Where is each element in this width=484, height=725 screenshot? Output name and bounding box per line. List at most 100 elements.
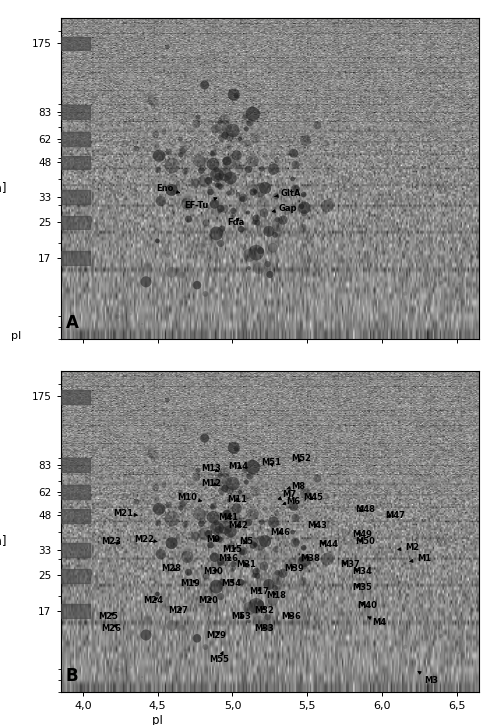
Text: M38: M38	[301, 554, 320, 563]
Point	[278, 502, 286, 514]
Point	[209, 158, 217, 170]
Point	[265, 579, 272, 590]
Point	[226, 494, 233, 506]
Point	[252, 600, 260, 612]
Point	[152, 482, 160, 494]
Point	[457, 380, 465, 392]
Point	[214, 179, 222, 191]
Point	[212, 581, 220, 592]
Point	[186, 111, 194, 123]
Point	[217, 534, 225, 546]
Point	[397, 488, 405, 500]
Point	[269, 595, 277, 607]
Point	[220, 496, 228, 507]
Point	[233, 31, 241, 43]
Point	[241, 136, 248, 147]
Point	[232, 90, 240, 102]
Point	[226, 141, 233, 153]
Point	[255, 616, 263, 627]
Point	[226, 510, 233, 522]
Point	[252, 132, 259, 144]
Point	[252, 566, 260, 577]
Point	[257, 598, 264, 610]
Point	[234, 542, 242, 553]
Point	[282, 207, 290, 219]
Point	[210, 500, 217, 512]
Point	[261, 182, 269, 194]
Point	[230, 442, 238, 454]
Point	[229, 205, 237, 217]
Point	[127, 308, 135, 320]
Point	[206, 607, 214, 618]
Point	[251, 570, 259, 581]
Point	[217, 591, 225, 602]
Point	[236, 486, 244, 498]
Point	[309, 585, 317, 597]
Point	[264, 258, 272, 270]
Text: M3: M3	[418, 671, 439, 684]
Point	[202, 570, 210, 581]
Point	[233, 149, 241, 161]
Point	[455, 631, 463, 643]
Point	[401, 641, 409, 652]
Point	[127, 661, 135, 673]
Point	[250, 182, 257, 194]
Point	[256, 537, 264, 549]
Point	[233, 131, 241, 143]
Point	[254, 570, 261, 581]
Point	[261, 535, 269, 547]
Text: M32: M32	[254, 606, 274, 616]
Point	[185, 104, 193, 116]
Point	[239, 193, 246, 204]
Text: M12: M12	[201, 478, 222, 488]
Point	[207, 186, 214, 198]
Text: A: A	[65, 314, 78, 332]
Point	[221, 522, 229, 534]
Text: M51: M51	[261, 458, 281, 468]
Point	[199, 162, 207, 174]
Point	[243, 620, 251, 631]
Point	[212, 517, 220, 529]
Point	[305, 280, 313, 291]
Point	[300, 188, 307, 200]
Point	[435, 623, 443, 634]
Point	[220, 143, 228, 154]
Point	[347, 253, 354, 265]
Point	[273, 154, 281, 165]
Point	[328, 244, 335, 255]
Point	[216, 470, 224, 481]
Point	[165, 500, 172, 511]
Point	[221, 628, 229, 639]
Point	[269, 242, 277, 254]
Point	[220, 467, 228, 479]
Point	[194, 111, 202, 123]
Point	[414, 250, 422, 262]
Point	[272, 544, 280, 555]
Point	[397, 135, 405, 146]
Point	[251, 217, 259, 228]
Point	[217, 556, 225, 568]
Point	[212, 559, 220, 571]
Point	[211, 283, 218, 295]
Text: M6: M6	[283, 497, 301, 506]
Point	[235, 513, 243, 524]
Point	[363, 154, 370, 166]
Point	[233, 484, 241, 496]
Point	[168, 620, 176, 631]
Point	[197, 242, 205, 254]
Text: M53: M53	[231, 612, 251, 621]
Point	[193, 632, 201, 644]
Text: M37: M37	[341, 560, 361, 569]
Point	[115, 443, 123, 455]
Point	[234, 188, 242, 200]
Point	[241, 489, 248, 500]
Point	[230, 63, 238, 75]
Point	[218, 619, 226, 631]
Point	[179, 497, 187, 508]
Point	[338, 156, 346, 167]
Point	[382, 207, 390, 219]
Point	[215, 558, 223, 570]
Point	[323, 492, 331, 504]
Text: M5: M5	[239, 537, 253, 547]
Point	[211, 198, 218, 210]
